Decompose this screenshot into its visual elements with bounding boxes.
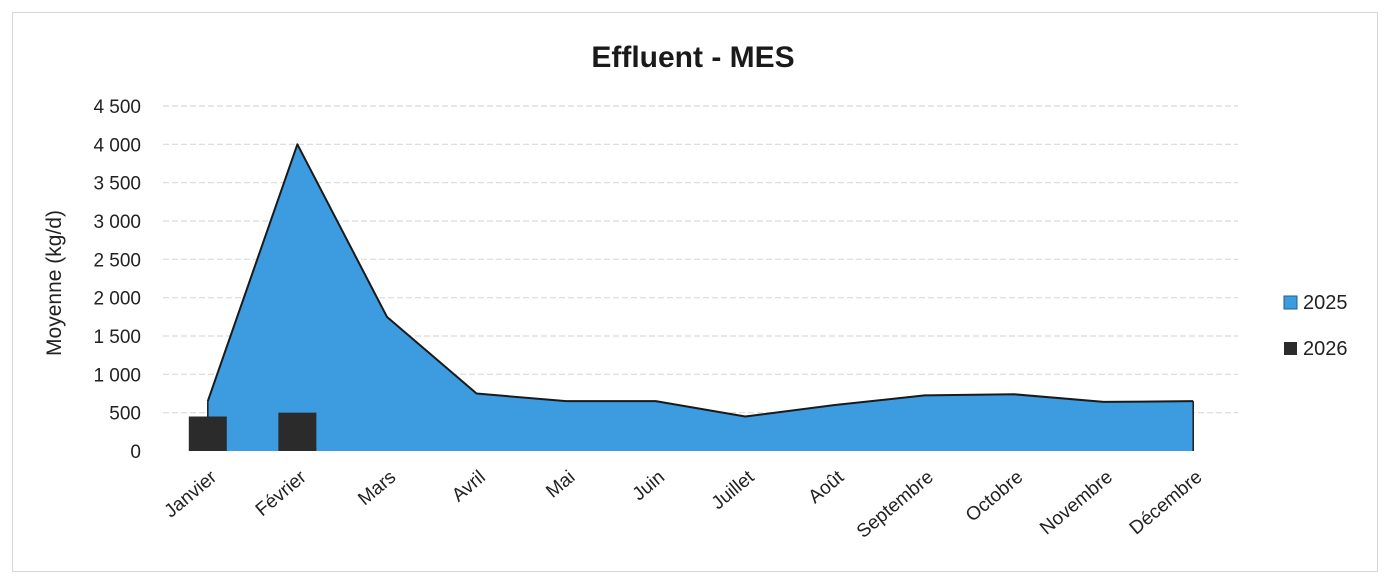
- legend-label-2025: 2025: [1303, 292, 1348, 314]
- x-tick-label: Novembre: [1036, 467, 1117, 539]
- x-tick-label: Juillet: [708, 466, 759, 514]
- legend-swatch-2025: [1283, 295, 1298, 310]
- y-tick-label: 3 500: [93, 174, 141, 195]
- chart-frame: Effluent - MES 0 500 1 000 1 500 2 000 2 500 3…: [12, 12, 1378, 572]
- bar-2026: [278, 412, 317, 451]
- x-tick-label: Avril: [448, 467, 490, 507]
- y-tick-label: 500: [109, 404, 141, 425]
- x-tick-label: Septembre: [853, 467, 938, 543]
- y-tick-label: 0: [130, 442, 141, 463]
- legend-label-2026: 2026: [1303, 338, 1348, 360]
- y-tick-label: 2 500: [93, 250, 141, 271]
- chart-svg: Effluent - MES 0 500 1 000 1 500 2 000 2 500 3…: [43, 41, 1348, 543]
- y-tick-label: 4 000: [93, 135, 141, 156]
- y-tick-label: 1 000: [93, 365, 141, 386]
- x-tick-label: Décembre: [1126, 467, 1207, 539]
- y-axis-label: Moyenne (kg/d): [43, 210, 66, 356]
- legend-swatch-2026: [1284, 342, 1297, 355]
- x-tick-label: Février: [252, 466, 311, 521]
- x-tick-label: Juin: [629, 467, 669, 505]
- bar-2026: [188, 416, 227, 451]
- y-axis-ticks: 0 500 1 000 1 500 2 000 2 500 3 000 3 500 4 000 4…: [93, 97, 141, 463]
- x-tick-label: Mars: [354, 467, 400, 510]
- x-tick-label: Janvier: [161, 466, 222, 522]
- x-axis-ticks: Janvier Février Mars Avril Mai Juin Juillet Aoû…: [161, 466, 1207, 542]
- y-tick-label: 1 500: [93, 327, 141, 348]
- area-line-2025: [206, 143, 1194, 418]
- legend: 2025 2026: [1283, 292, 1348, 360]
- y-tick-label: 2 000: [93, 289, 141, 310]
- x-tick-label: Mai: [542, 467, 579, 503]
- series-2026-bars: [188, 412, 317, 451]
- y-tick-label: 3 000: [93, 212, 141, 233]
- y-tick-label: 4 500: [93, 97, 141, 118]
- x-tick-label: Octobre: [962, 467, 1027, 527]
- chart-title: Effluent - MES: [591, 41, 794, 74]
- x-tick-label: Août: [805, 466, 849, 508]
